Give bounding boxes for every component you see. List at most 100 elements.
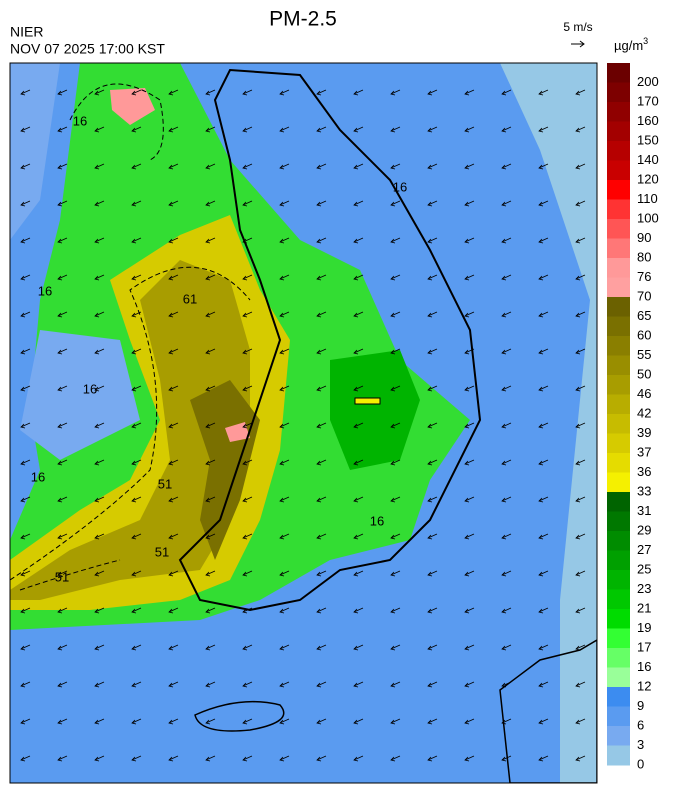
wind-arrow <box>279 89 290 96</box>
wind-arrow <box>464 718 475 725</box>
wind-arrow <box>538 126 549 133</box>
wind-arrow <box>57 163 68 170</box>
wind-arrow <box>538 570 549 577</box>
wind-arrow <box>464 385 475 392</box>
wind-arrow <box>131 570 142 577</box>
datetime: NOV 07 2025 17:00 KST <box>10 41 165 57</box>
colorbar-segment <box>607 453 630 473</box>
wind-arrow <box>427 755 438 762</box>
wind-arrow <box>242 755 253 762</box>
wind-arrow <box>427 89 438 96</box>
wind-arrow <box>205 681 216 688</box>
wind-arrow <box>464 237 475 244</box>
wind-arrow <box>205 200 216 207</box>
colorbar-segment <box>607 492 630 512</box>
wind-arrow <box>390 163 401 170</box>
colorbar-segment <box>607 277 630 298</box>
colorbar-label: 17 <box>637 639 651 654</box>
wind-arrow <box>20 681 31 688</box>
colorbar-segment <box>607 121 630 142</box>
wind-arrow <box>279 459 290 466</box>
colorbar-segment <box>607 297 630 317</box>
wind-arrow <box>353 533 364 540</box>
colorbar-segment <box>607 63 630 83</box>
wind-arrow <box>464 348 475 355</box>
wind-arrow <box>242 681 253 688</box>
wind-arrow <box>353 237 364 244</box>
wind-arrow <box>316 533 327 540</box>
wind-arrow <box>168 570 179 577</box>
wind-arrow <box>390 126 401 133</box>
wind-arrow <box>94 311 105 318</box>
wind-arrow <box>20 126 31 133</box>
wind-arrow <box>131 385 142 392</box>
wind-arrow <box>57 126 68 133</box>
contour-label: 51 <box>158 476 172 491</box>
wind-arrow <box>57 496 68 503</box>
wind-arrow <box>279 163 290 170</box>
wind-scale-label: 5 m/s <box>563 20 592 34</box>
colorbar-label: 60 <box>637 327 651 342</box>
colorbar-label: 9 <box>637 698 644 713</box>
wind-arrow <box>501 755 512 762</box>
wind-arrow <box>538 681 549 688</box>
wind-arrow <box>390 533 401 540</box>
wind-arrow <box>575 89 586 96</box>
wind-arrow <box>279 237 290 244</box>
map: 16 16 61 51 51 51 16 16 16 16 <box>10 63 597 783</box>
wind-arrow <box>94 200 105 207</box>
wind-arrow <box>94 718 105 725</box>
wind-arrow <box>575 422 586 429</box>
colorbar-segment <box>607 199 630 220</box>
colorbar-label: 23 <box>637 581 651 596</box>
wind-arrow <box>131 237 142 244</box>
wind-arrow <box>427 681 438 688</box>
wind-arrow <box>168 422 179 429</box>
wind-arrow <box>427 496 438 503</box>
wind-arrow <box>501 644 512 651</box>
contour-label: 16 <box>31 469 45 484</box>
wind-arrow <box>501 237 512 244</box>
wind-arrow <box>538 718 549 725</box>
wind-arrow <box>353 718 364 725</box>
colorbar-label: 31 <box>637 503 651 518</box>
colorbar-label: 21 <box>637 600 651 615</box>
wind-arrow <box>464 644 475 651</box>
colorbar-label: 110 <box>637 191 658 206</box>
wind-arrow <box>20 755 31 762</box>
colorbar-segment <box>607 531 630 551</box>
wind-arrow <box>501 163 512 170</box>
wind-arrow <box>168 274 179 281</box>
wind-arrow <box>94 89 105 96</box>
wind-arrow <box>501 570 512 577</box>
wind-arrow <box>538 385 549 392</box>
wind-arrow <box>242 459 253 466</box>
colorbar: 2001701601501401201101009080767065605550… <box>607 63 659 771</box>
wind-arrow <box>131 496 142 503</box>
wind-arrow <box>538 459 549 466</box>
wind-arrow <box>57 533 68 540</box>
colorbar-label: 120 <box>637 171 659 186</box>
wind-arrow <box>464 496 475 503</box>
wind-arrow <box>316 755 327 762</box>
wind-arrow <box>464 422 475 429</box>
wind-arrow <box>279 570 290 577</box>
wind-arrow <box>316 200 327 207</box>
wind-arrow <box>427 570 438 577</box>
contour-label: 16 <box>83 381 97 396</box>
wind-arrow <box>20 607 31 614</box>
wind-arrow <box>353 644 364 651</box>
wind-arrow <box>501 385 512 392</box>
wind-arrow <box>168 348 179 355</box>
wind-arrow <box>57 570 68 577</box>
colorbar-label: 19 <box>637 620 651 635</box>
wind-arrow <box>575 348 586 355</box>
colorbar-label: 65 <box>637 308 651 323</box>
colorbar-segment <box>607 745 630 766</box>
wind-arrow <box>131 311 142 318</box>
colorbar-segment <box>607 219 630 239</box>
wind-arrow <box>316 126 327 133</box>
wind-arrow <box>538 348 549 355</box>
wind-arrow <box>168 681 179 688</box>
wind-arrow <box>353 89 364 96</box>
